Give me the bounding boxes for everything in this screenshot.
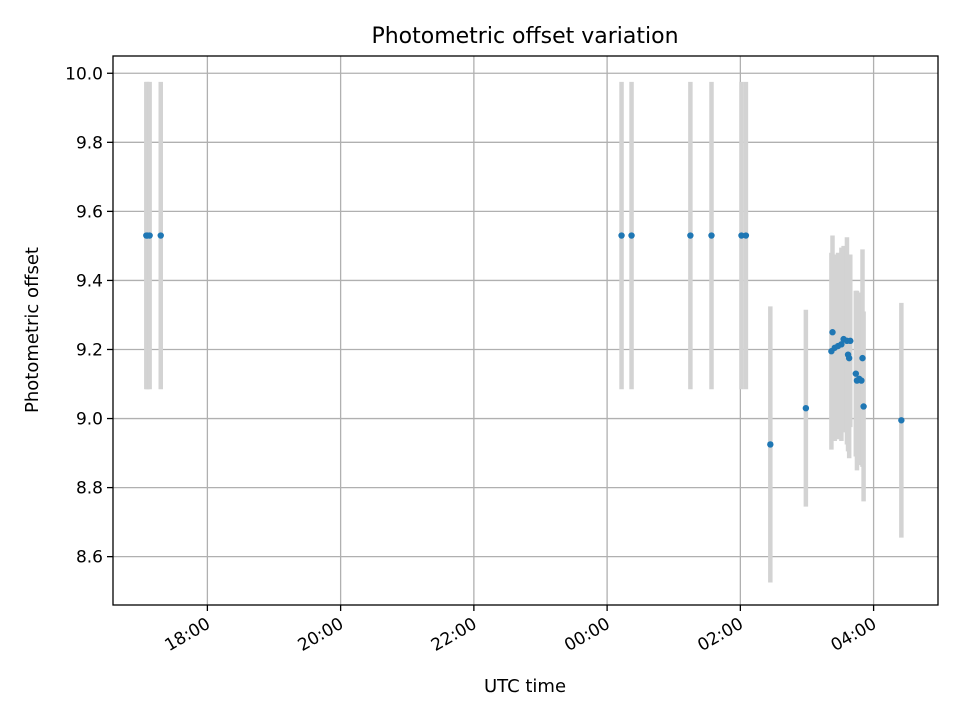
y-tick-label: 9.0 [76,410,103,430]
data-point [628,232,635,239]
data-point [860,403,867,410]
plot-frame [112,55,939,606]
data-point [847,337,854,345]
data-point [845,354,853,362]
y-tick-label: 9.2 [76,340,103,360]
y-tick-label: 9.4 [76,271,103,291]
data-point [742,232,750,239]
y-tick-label: 9.6 [76,202,103,222]
data-point [146,232,153,239]
data-point [767,441,774,448]
data-point [852,370,860,377]
data-point [687,232,694,239]
data-point [708,232,715,239]
data-point [738,232,745,239]
data-point [157,232,164,239]
y-axis-label: Photometric offset [22,247,43,413]
data-point [898,417,905,424]
data-point [858,377,865,384]
data-point [829,329,836,336]
data-point [859,354,866,362]
y-tick-label: 8.8 [76,479,103,499]
chart-title: Photometric offset variation [371,24,678,49]
y-tick-label: 9.8 [76,133,103,153]
y-tick-label: 10.0 [65,64,103,84]
data-point [838,341,845,348]
x-axis-label: UTC time [484,676,566,697]
y-axis-ticks: 8.6 8.8 9.0 9.2 9.4 9.6 9.8 10.0 [65,64,113,568]
data-point [802,404,810,412]
y-tick-label: 8.6 [76,548,103,568]
data-point [618,232,625,239]
data-points [143,232,905,448]
